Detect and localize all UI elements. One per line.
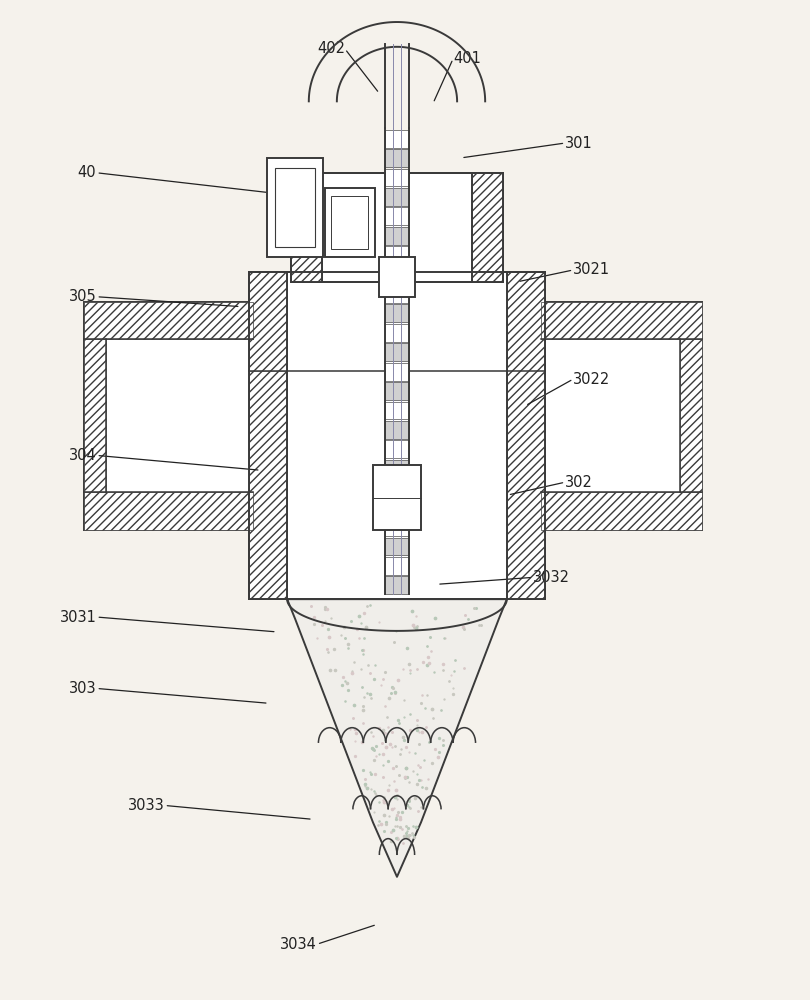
Text: 305: 305 — [69, 289, 96, 304]
Bar — [325, 188, 374, 257]
Text: 40: 40 — [78, 165, 96, 180]
Bar — [291, 173, 503, 282]
Bar — [385, 421, 409, 439]
Bar — [249, 272, 288, 371]
Bar — [84, 302, 253, 339]
Bar — [507, 272, 545, 599]
Bar — [541, 302, 701, 339]
Bar — [541, 492, 701, 530]
Bar — [385, 149, 409, 167]
Bar — [385, 169, 409, 186]
Text: 3034: 3034 — [280, 937, 317, 952]
Bar — [385, 266, 409, 283]
Text: 3032: 3032 — [533, 570, 570, 585]
Bar — [385, 246, 409, 264]
Bar — [331, 196, 368, 249]
Text: 301: 301 — [565, 135, 593, 150]
Bar — [84, 492, 253, 530]
Bar — [385, 382, 409, 400]
Bar — [378, 257, 416, 297]
Bar — [373, 465, 421, 530]
Bar — [385, 130, 409, 148]
Polygon shape — [288, 599, 507, 877]
Text: 303: 303 — [69, 681, 96, 696]
Bar — [275, 168, 315, 247]
Bar — [385, 304, 409, 322]
Bar — [541, 302, 701, 530]
Text: 302: 302 — [565, 475, 593, 490]
Bar — [249, 272, 545, 599]
Bar — [291, 173, 322, 282]
Bar — [385, 576, 409, 594]
Bar — [385, 227, 409, 245]
Bar — [84, 302, 253, 530]
Bar — [385, 538, 409, 555]
Bar — [385, 440, 409, 458]
Text: 304: 304 — [69, 448, 96, 463]
Bar — [385, 324, 409, 342]
Text: 401: 401 — [453, 51, 481, 66]
Text: 3031: 3031 — [59, 610, 96, 625]
Text: 3033: 3033 — [128, 798, 164, 813]
Bar — [385, 207, 409, 225]
Bar — [84, 339, 105, 492]
Bar — [385, 343, 409, 361]
Text: 3021: 3021 — [573, 262, 611, 277]
Bar — [385, 479, 409, 497]
Bar — [385, 518, 409, 536]
Bar — [385, 499, 409, 517]
Bar — [249, 272, 288, 599]
Bar — [385, 460, 409, 478]
Bar — [385, 285, 409, 303]
Text: 3022: 3022 — [573, 372, 611, 387]
Bar — [267, 158, 323, 257]
Bar — [385, 363, 409, 381]
Bar — [385, 557, 409, 575]
Bar — [385, 188, 409, 206]
Bar — [385, 402, 409, 419]
Text: 402: 402 — [317, 41, 345, 56]
Bar — [680, 339, 701, 492]
Bar — [472, 173, 503, 282]
